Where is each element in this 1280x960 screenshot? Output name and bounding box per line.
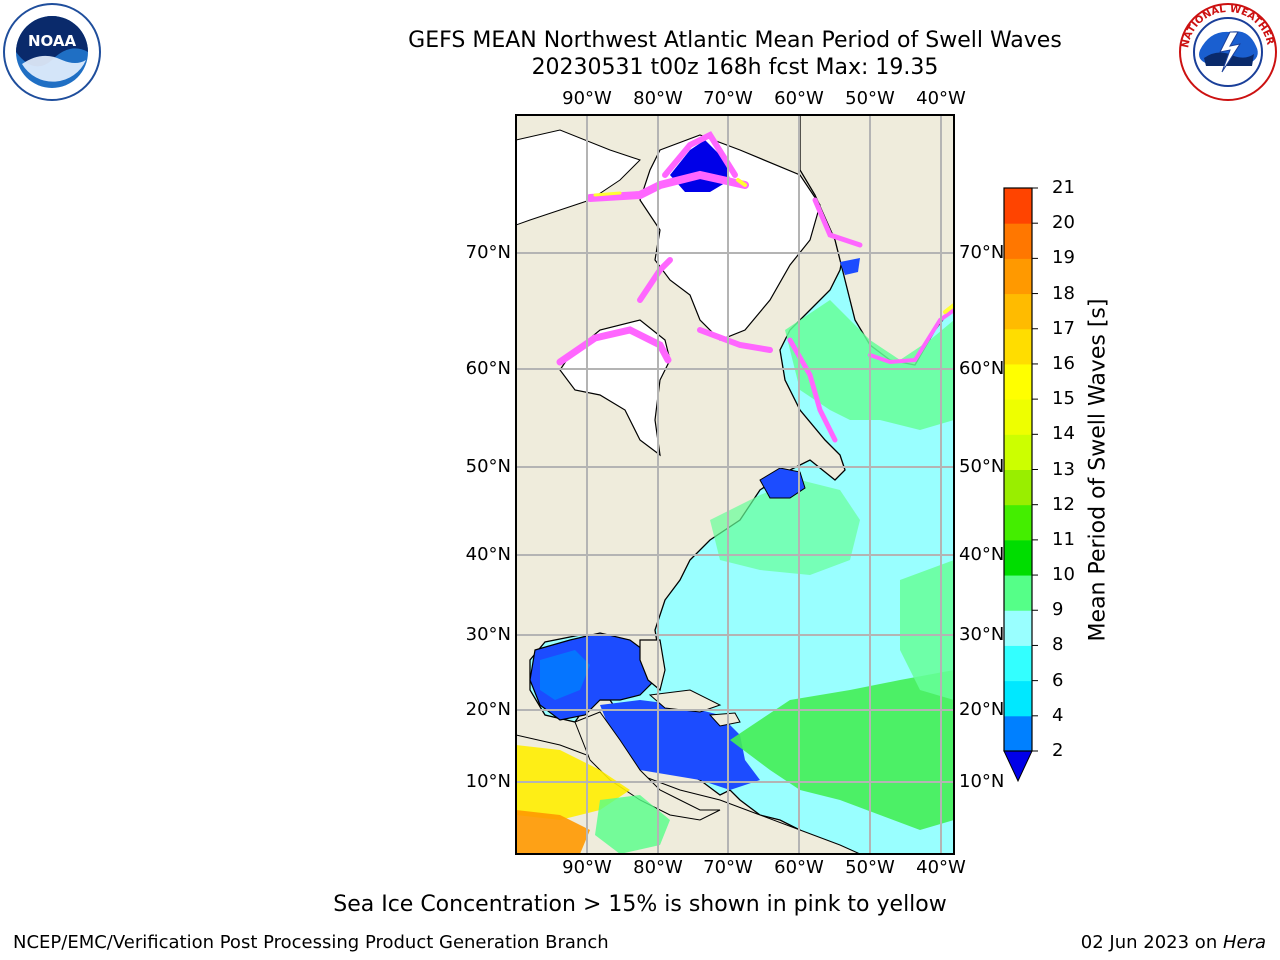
lon-label-top: 70°W: [703, 88, 753, 109]
gulf-light: [540, 650, 590, 700]
colorbar-segment: [1004, 258, 1032, 295]
sea-ice-caption: Sea Ice Concentration > 15% is shown in …: [333, 892, 947, 917]
colorbar-segment: [1004, 469, 1032, 506]
ice-edge-strait: [697, 327, 773, 353]
nws-logo: NATIONAL WEATHER SERVICE: [1174, 0, 1278, 102]
lat-label-left: 50°N: [465, 456, 511, 477]
colorbar-tick-label: 18: [1052, 282, 1075, 304]
ice-edge-greenland: [812, 197, 863, 248]
lon-label-bottom: 50°W: [845, 857, 895, 878]
ice-yellow-2: [736, 178, 747, 187]
lat-label-right: 60°N: [959, 358, 1005, 379]
colorbar-segment: [1004, 680, 1032, 717]
lat-label-left: 70°N: [465, 242, 511, 263]
colorbar-tick-label: 21: [1052, 177, 1075, 198]
colorbar-segment: [1004, 328, 1032, 365]
south-america-swell-green: [595, 795, 670, 854]
colorbar-segment: [1004, 434, 1032, 470]
band-green-mid: [710, 480, 860, 575]
lat-label-left: 20°N: [465, 699, 511, 720]
ice-yellow-3: [943, 303, 954, 314]
colorbar-tick-label: 8: [1052, 634, 1064, 656]
map-panel: [516, 115, 954, 854]
cuba: [648, 689, 722, 713]
colorbar-segment: [1004, 539, 1032, 576]
chart-subtitle: 20230531 t00z 168h fcst Max: 19.35: [531, 55, 939, 80]
colorbar-label: Mean Period of Swell Waves [s]: [1085, 298, 1111, 642]
lat-label-right: 30°N: [959, 624, 1005, 645]
colorbar-segment: [1004, 399, 1032, 435]
arctic-channels: [516, 129, 641, 226]
band-cyan-south: [860, 810, 954, 854]
colorbar-tick-label: 13: [1052, 458, 1075, 480]
footer-host: Hera: [1222, 932, 1266, 953]
lon-label-bottom: 80°W: [633, 857, 683, 878]
noaa-logo-text: NOAA: [28, 32, 77, 50]
colorbar-tick-label: 6: [1052, 669, 1064, 691]
ice-yellow-1: [593, 191, 622, 197]
ice-edge-baffin: [586, 170, 749, 202]
lat-label-left: 40°N: [465, 544, 511, 565]
colorbar-tick-label: 4: [1052, 704, 1064, 726]
hispaniola: [708, 712, 741, 727]
lat-label-left: 60°N: [465, 358, 511, 379]
footer-date-text: 02 Jun 2023 on: [1080, 932, 1223, 953]
colorbar-segment: [1004, 188, 1032, 224]
lat-label-right: 10°N: [959, 771, 1005, 792]
colorbar-tick-label: 11: [1052, 528, 1075, 550]
colorbar-segment: [1004, 575, 1032, 611]
ice-edge-greenland-east: [868, 308, 954, 365]
lat-label-left: 10°N: [465, 771, 511, 792]
ice-edge-foxe: [637, 257, 673, 303]
lat-label-right: 20°N: [959, 699, 1005, 720]
footer-credit: NCEP/EMC/Verification Post Processing Pr…: [13, 932, 609, 953]
footer-date: 02 Jun 2023 on Hera: [1081, 932, 1266, 954]
colorbar-tick-label: 2: [1052, 740, 1064, 761]
lat-label-right: 40°N: [959, 544, 1005, 565]
ice-edge-hudson: [556, 326, 672, 366]
colorbar-segment: [1004, 363, 1032, 400]
colorbar-tick-label: 14: [1052, 423, 1075, 445]
colorbar-tick-label: 9: [1052, 599, 1064, 621]
lat-label-right: 70°N: [959, 242, 1005, 263]
colorbar-segment: [1004, 223, 1032, 259]
lat-label-right: 50°N: [959, 456, 1005, 477]
lon-label-bottom: 60°W: [774, 857, 824, 878]
lon-label-bottom: 70°W: [703, 857, 753, 878]
colorbar-tick-label: 17: [1052, 317, 1075, 339]
colorbar: [990, 180, 1080, 790]
colorbar-segment: [1004, 504, 1032, 541]
lat-label-left: 30°N: [465, 624, 511, 645]
colorbar-tick-label: 12: [1052, 493, 1075, 515]
lon-label-top: 50°W: [845, 88, 895, 109]
graticule: [516, 115, 954, 854]
lon-label-top: 90°W: [562, 88, 612, 109]
lon-label-top: 60°W: [774, 88, 824, 109]
colorbar-segment: [1004, 645, 1032, 682]
lon-label-top: 40°W: [916, 88, 966, 109]
lon-label-bottom: 90°W: [562, 857, 612, 878]
south-america-swell-orange: [516, 810, 590, 854]
colorbar-tick-label: 20: [1052, 212, 1075, 234]
colorbar-segment: [1004, 293, 1032, 330]
map-frame: [515, 114, 955, 855]
labrador-blue: [840, 258, 860, 275]
noaa-logo: NOAA: [2, 2, 102, 102]
lon-label-top: 80°W: [633, 88, 683, 109]
colorbar-tick-label: 10: [1052, 564, 1075, 586]
colorbar-tick-label: 19: [1052, 247, 1075, 269]
ice-edge-baffin-top: [662, 131, 738, 178]
colorbar-segment: [1004, 715, 1032, 752]
colorbar-tick-label: 15: [1052, 388, 1075, 410]
colorbar-extend-triangle: [1003, 750, 1033, 783]
colorbar-segment: [1004, 610, 1032, 646]
lon-label-bottom: 40°W: [916, 857, 966, 878]
colorbar-tick-label: 16: [1052, 352, 1075, 374]
chart-title: GEFS MEAN Northwest Atlantic Mean Period…: [408, 28, 1062, 53]
